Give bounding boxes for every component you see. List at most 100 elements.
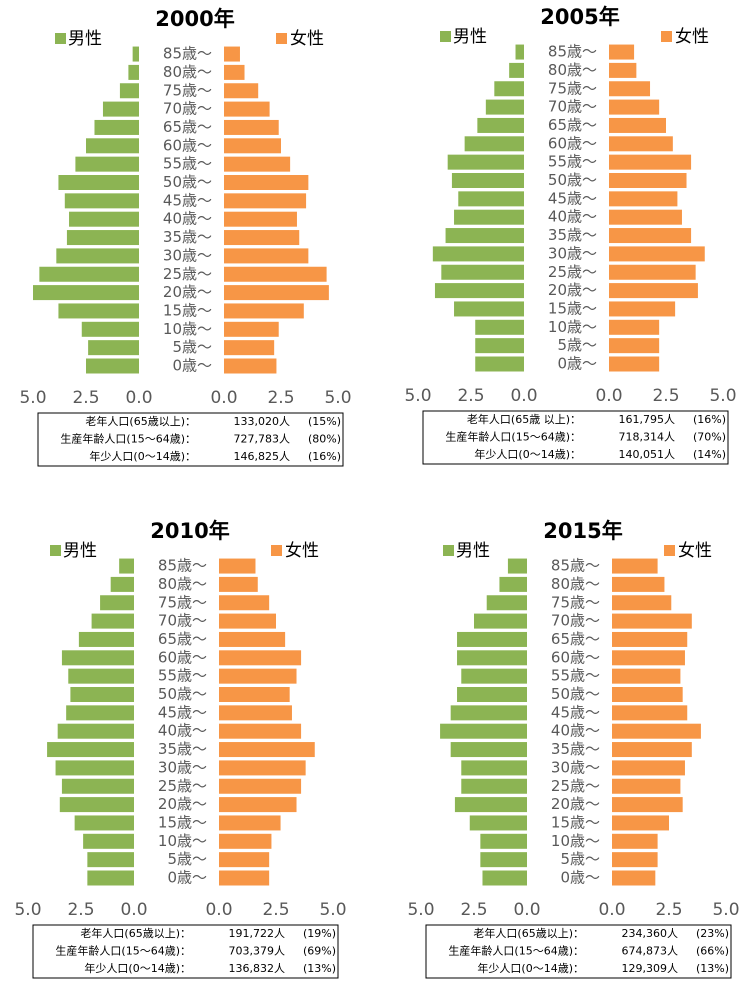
summary-count: 191,722人 — [229, 927, 286, 940]
age-label: 75歳～ — [548, 79, 597, 97]
bar — [609, 301, 676, 317]
bar — [609, 356, 660, 372]
bar — [609, 319, 660, 335]
bar — [83, 833, 134, 849]
bar — [224, 340, 275, 356]
bar — [119, 83, 139, 99]
bar — [451, 173, 524, 188]
bar — [224, 46, 240, 62]
age-label: 70歳～ — [548, 98, 597, 116]
legend-label: 男性 — [63, 541, 97, 561]
legend-swatch — [661, 31, 672, 42]
age-label: 80歳～ — [551, 575, 600, 593]
summary-count: 674,873人 — [622, 945, 679, 958]
bar — [66, 705, 134, 721]
age-label: 30歳～ — [158, 758, 207, 776]
bar — [612, 613, 692, 629]
age-label: 5歳～ — [560, 850, 600, 868]
age-label: 40歳～ — [551, 722, 600, 740]
bar — [91, 613, 134, 629]
legend-swatch — [443, 545, 454, 556]
age-label: 55歳～ — [163, 155, 212, 173]
bar — [609, 173, 687, 188]
age-label: 25歳～ — [548, 263, 597, 281]
age-label: 50歳～ — [158, 685, 207, 703]
age-label: 70歳～ — [158, 612, 207, 630]
summary-box — [37, 412, 344, 467]
x-tick-label: 5.0 — [319, 900, 346, 920]
bar — [612, 797, 683, 813]
x-tick-label: 0.0 — [510, 386, 537, 406]
legend-swatch — [271, 545, 282, 556]
bar — [219, 613, 276, 629]
summary-share: (15%) — [308, 415, 341, 428]
bar — [219, 760, 306, 776]
bar — [224, 230, 300, 246]
bar — [102, 101, 139, 117]
bar — [33, 285, 139, 301]
chart-title: 2005年 — [540, 5, 619, 29]
bar — [458, 191, 524, 207]
bar — [224, 358, 277, 374]
bar — [480, 852, 527, 868]
bar — [219, 705, 292, 721]
bar — [64, 193, 139, 209]
summary-label: 年少人口(0～14歳)： — [89, 449, 196, 463]
bar — [612, 815, 669, 831]
bar — [224, 156, 291, 172]
age-label: 5歳～ — [172, 338, 212, 356]
x-tick-label: 0.0 — [513, 900, 540, 920]
bar — [612, 650, 685, 666]
age-label: 50歳～ — [548, 171, 597, 189]
summary-count: 718,314人 — [619, 431, 676, 444]
bar — [88, 340, 139, 356]
bar — [434, 283, 524, 299]
bar — [100, 595, 134, 611]
summary-share: (13%) — [303, 962, 336, 975]
bar — [609, 44, 635, 60]
bar — [219, 742, 315, 758]
summary-count: 727,783人 — [234, 433, 291, 446]
bar — [486, 595, 527, 611]
x-tick-label: 2.5 — [267, 388, 294, 408]
age-label: 35歳～ — [158, 740, 207, 758]
age-label: 25歳～ — [158, 777, 207, 795]
x-tick-label: 5.0 — [324, 388, 351, 408]
age-label: 30歳～ — [548, 244, 597, 262]
age-label: 75歳～ — [551, 593, 600, 611]
bar — [219, 631, 286, 647]
bar — [47, 742, 134, 758]
chart-title: 2010年 — [150, 519, 229, 543]
bar — [78, 631, 134, 647]
age-label: 50歳～ — [163, 173, 212, 191]
bar — [61, 650, 134, 666]
bar — [612, 558, 658, 574]
age-label: 15歳～ — [158, 813, 207, 831]
age-label: 40歳～ — [158, 722, 207, 740]
bar — [219, 723, 302, 739]
bar — [499, 576, 527, 592]
bar — [75, 156, 139, 172]
bar — [74, 815, 134, 831]
summary-label: 年少人口(0～14歳)： — [84, 961, 191, 975]
chart-title: 2000年 — [155, 7, 234, 31]
bar — [219, 797, 297, 813]
x-tick-label: 2.5 — [67, 900, 94, 920]
summary-share: (16%) — [693, 413, 726, 426]
x-tick-label: 5.0 — [407, 900, 434, 920]
bar — [515, 44, 524, 60]
age-label: 25歳～ — [163, 265, 212, 283]
summary-label: 年少人口(0～14歳)： — [477, 961, 584, 975]
age-label: 65歳～ — [163, 118, 212, 136]
bar — [612, 705, 688, 721]
age-label: 45歳～ — [548, 189, 597, 207]
bar — [454, 301, 524, 317]
x-tick-label: 0.0 — [598, 900, 625, 920]
bar — [224, 138, 281, 154]
age-label: 40歳～ — [163, 210, 212, 228]
bar — [475, 338, 524, 354]
bar — [450, 705, 527, 721]
age-label: 85歳～ — [163, 45, 212, 63]
legend-label: 女性 — [675, 27, 709, 47]
